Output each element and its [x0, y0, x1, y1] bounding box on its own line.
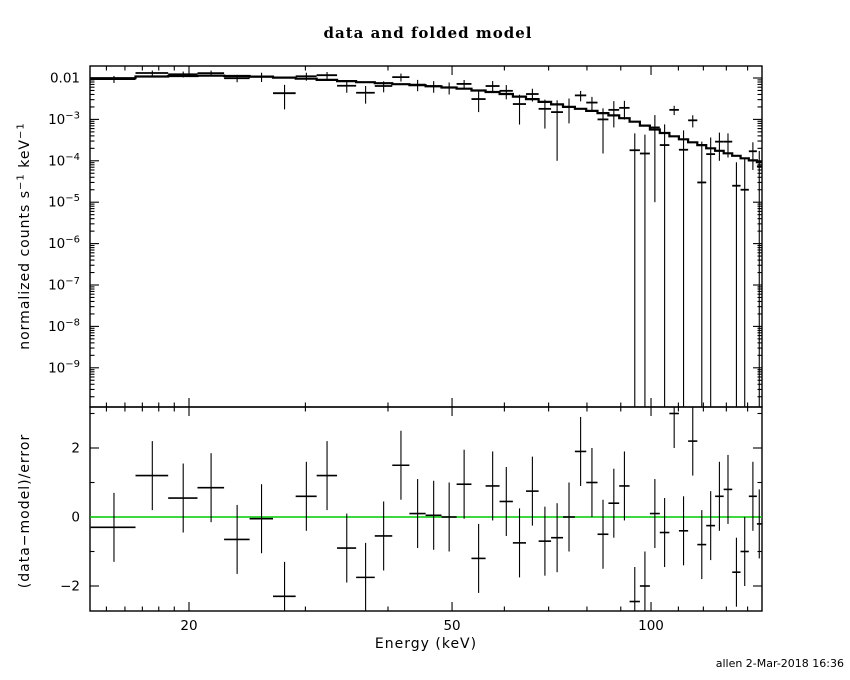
svg-text:10−4: 10−4 [48, 152, 80, 170]
svg-text:10−7: 10−7 [48, 276, 80, 294]
axis-ticks [90, 66, 762, 611]
y-axis-label-top: normalized counts s−1 keV−1 [16, 122, 34, 350]
svg-text:20: 20 [180, 618, 197, 634]
y-axis-label-bottom: (data−model)/error [17, 434, 33, 588]
panel-frames [89, 65, 763, 612]
chart-title: data and folded model [324, 24, 533, 42]
spectrum-data-points [90, 70, 762, 407]
x-axis-label: Energy (keV) [375, 636, 477, 652]
svg-text:100: 100 [638, 618, 664, 634]
svg-text:10−3: 10−3 [48, 110, 80, 128]
svg-text:10−9: 10−9 [48, 359, 80, 377]
svg-text:0.01: 0.01 [50, 71, 80, 87]
folded-model-histogram [90, 74, 762, 164]
svg-text:0: 0 [71, 510, 80, 526]
svg-text:−2: −2 [60, 579, 80, 595]
svg-text:10−6: 10−6 [48, 235, 80, 253]
footer-user-timestamp: allen 2-Mar-2018 16:36 [716, 657, 844, 670]
residual-data-points [90, 407, 762, 611]
svg-text:10−8: 10−8 [48, 317, 80, 335]
svg-text:50: 50 [443, 618, 460, 634]
svg-text:10−5: 10−5 [48, 193, 80, 211]
svg-text:2: 2 [71, 441, 80, 457]
